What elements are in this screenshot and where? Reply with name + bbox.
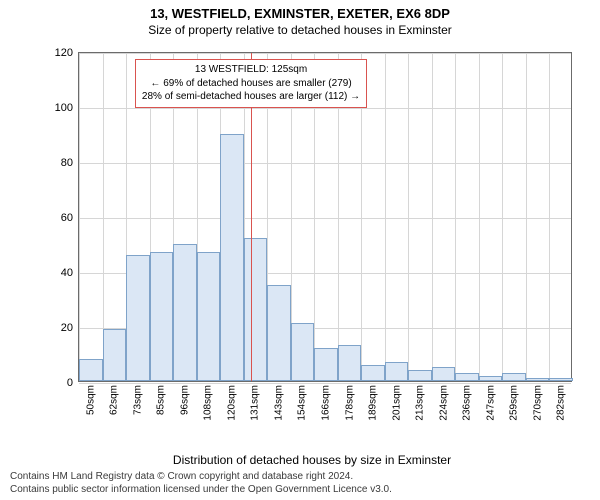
gridline-v — [549, 53, 550, 381]
x-tick-label: 270sqm — [532, 385, 543, 421]
histogram-bar — [220, 134, 244, 382]
gridline-v — [432, 53, 433, 381]
footer-line2: Contains public sector information licen… — [10, 483, 590, 496]
x-tick-label: 154sqm — [297, 385, 308, 421]
gridline-h — [79, 108, 571, 109]
y-tick-label: 20 — [61, 322, 73, 334]
gridline-v — [479, 53, 480, 381]
footer: Contains HM Land Registry data © Crown c… — [0, 470, 600, 496]
x-tick-label: 247sqm — [485, 385, 496, 421]
x-tick-label: 73sqm — [132, 385, 143, 415]
gridline-v — [385, 53, 386, 381]
y-tick-label: 60 — [61, 212, 73, 224]
gridline-h — [79, 218, 571, 219]
gridline-v — [408, 53, 409, 381]
histogram-bar — [267, 285, 291, 381]
x-tick-label: 131sqm — [250, 385, 261, 421]
x-tick-label: 213sqm — [415, 385, 426, 421]
x-tick-label: 96sqm — [179, 385, 190, 415]
histogram-bar — [526, 378, 550, 381]
histogram-bar — [291, 323, 315, 381]
x-tick-label: 166sqm — [321, 385, 332, 421]
x-tick-label: 50sqm — [85, 385, 96, 415]
annotation-line2: ← 69% of detached houses are smaller (27… — [142, 77, 360, 91]
x-tick-label: 282sqm — [556, 385, 567, 421]
y-tick-label: 80 — [61, 157, 73, 169]
x-tick-label: 189sqm — [368, 385, 379, 421]
x-tick-label: 143sqm — [273, 385, 284, 421]
histogram-bar — [432, 367, 456, 381]
gridline-h — [79, 163, 571, 164]
histogram-bar — [502, 373, 526, 381]
x-tick-label: 259sqm — [509, 385, 520, 421]
plot-area: 02040608010012050sqm62sqm73sqm85sqm96sqm… — [78, 52, 572, 382]
x-axis-label: Distribution of detached houses by size … — [173, 453, 451, 467]
x-tick-label: 85sqm — [156, 385, 167, 415]
gridline-h — [79, 383, 571, 384]
annotation-line1: 13 WESTFIELD: 125sqm — [142, 63, 360, 77]
x-tick-label: 201sqm — [391, 385, 402, 421]
histogram-bar — [479, 376, 503, 382]
histogram-bar — [338, 345, 362, 381]
gridline-v — [455, 53, 456, 381]
histogram-bar — [314, 348, 338, 381]
y-tick-label: 100 — [55, 102, 73, 114]
x-tick-label: 236sqm — [462, 385, 473, 421]
histogram-bar — [361, 365, 385, 382]
y-tick-label: 40 — [61, 267, 73, 279]
page-subtitle: Size of property relative to detached ho… — [0, 23, 600, 37]
histogram-bar — [549, 378, 573, 381]
histogram-bar — [385, 362, 409, 381]
histogram-bar — [173, 244, 197, 382]
x-tick-label: 108sqm — [203, 385, 214, 421]
y-tick-label: 0 — [67, 377, 73, 389]
gridline-h — [79, 53, 571, 54]
histogram-bar — [150, 252, 174, 381]
histogram-bar — [126, 255, 150, 382]
histogram-bar — [79, 359, 103, 381]
gridline-v — [79, 53, 80, 381]
histogram-bar — [197, 252, 221, 381]
histogram-bar — [408, 370, 432, 381]
x-tick-label: 224sqm — [438, 385, 449, 421]
histogram-bar — [244, 238, 268, 381]
page-title: 13, WESTFIELD, EXMINSTER, EXETER, EX6 8D… — [0, 6, 600, 21]
histogram-bar — [103, 329, 127, 381]
x-tick-label: 62sqm — [109, 385, 120, 415]
annotation-box: 13 WESTFIELD: 125sqm ← 69% of detached h… — [135, 59, 367, 108]
histogram-bar — [455, 373, 479, 381]
x-tick-label: 178sqm — [344, 385, 355, 421]
gridline-v — [502, 53, 503, 381]
annotation-line3: 28% of semi-detached houses are larger (… — [142, 90, 360, 104]
chart-container: Number of detached properties 0204060801… — [52, 52, 572, 407]
x-tick-label: 120sqm — [226, 385, 237, 421]
y-tick-label: 120 — [55, 47, 73, 59]
gridline-v — [526, 53, 527, 381]
footer-line1: Contains HM Land Registry data © Crown c… — [10, 470, 590, 483]
